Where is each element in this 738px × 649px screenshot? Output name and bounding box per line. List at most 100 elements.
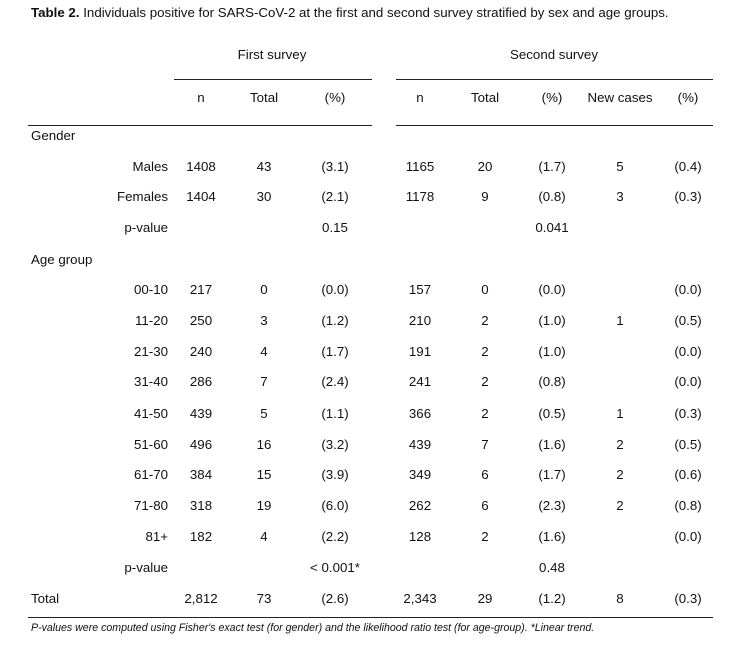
table-label: Table 2. xyxy=(31,5,80,20)
table-cell: (1.1) xyxy=(321,406,349,421)
table-cell: 241 xyxy=(408,374,432,389)
col-header: (%) xyxy=(677,90,699,105)
table-cell: 217 xyxy=(189,282,213,297)
table-cell: (0.3) xyxy=(674,591,702,606)
row-label: p-value xyxy=(124,560,168,575)
table-cell: 1408 xyxy=(186,159,216,174)
table-cell: 2 xyxy=(481,344,489,359)
table-cell: (0.3) xyxy=(674,406,702,421)
table-cell: 0 xyxy=(481,282,489,297)
table-cell: 191 xyxy=(408,344,432,359)
table-cell: 262 xyxy=(408,498,432,513)
table-cell: (1.7) xyxy=(538,159,566,174)
table-cell: (2.2) xyxy=(321,529,349,544)
table-cell: 439 xyxy=(189,406,213,421)
table-cell: 0.15 xyxy=(322,220,348,235)
table-cell: (3.9) xyxy=(321,467,349,482)
table-cell: 7 xyxy=(481,437,489,452)
table-cell: 366 xyxy=(408,406,432,421)
table-cell: (0.4) xyxy=(674,159,702,174)
table-cell: (0.8) xyxy=(538,374,566,389)
table-cell: 5 xyxy=(260,406,268,421)
section-total: Total xyxy=(31,591,60,606)
rule-second-survey xyxy=(396,79,713,80)
table-cell: 318 xyxy=(189,498,213,513)
table-cell: 1165 xyxy=(405,159,435,174)
table-cell: < 0.001* xyxy=(310,560,360,575)
rule-header-bottom-left xyxy=(28,125,372,126)
row-label: 51-60 xyxy=(133,437,168,452)
table-cell: 30 xyxy=(256,189,272,204)
table-cell: (0.0) xyxy=(321,282,349,297)
table-cell: 250 xyxy=(189,313,213,328)
table-cell: (2.3) xyxy=(538,498,566,513)
table-cell: 2 xyxy=(481,374,489,389)
row-label: Males xyxy=(132,159,168,174)
row-label: 71-80 xyxy=(133,498,168,513)
table-caption: Table 2. Individuals positive for SARS-C… xyxy=(31,4,711,21)
table-cell: (0.0) xyxy=(674,374,702,389)
table-cell: (0.0) xyxy=(674,282,702,297)
table-cell: 2 xyxy=(481,529,489,544)
table-cell: (0.6) xyxy=(674,467,702,482)
table-cell: 2 xyxy=(616,498,624,513)
table-cell: 19 xyxy=(256,498,272,513)
row-label: 00-10 xyxy=(133,282,168,297)
table-cell: (0.5) xyxy=(674,437,702,452)
table-cell: 6 xyxy=(481,498,489,513)
table-cell: (1.6) xyxy=(538,437,566,452)
table-cell: 0.041 xyxy=(535,220,569,235)
table-cell: 157 xyxy=(408,282,432,297)
table-cell: 349 xyxy=(408,467,432,482)
table-cell: 29 xyxy=(477,591,493,606)
table-cell: 15 xyxy=(256,467,272,482)
table-cell: (3.2) xyxy=(321,437,349,452)
table-cell: (0.0) xyxy=(674,344,702,359)
table-cell: 2 xyxy=(616,467,624,482)
table-cell: 43 xyxy=(256,159,272,174)
table-cell: (1.7) xyxy=(321,344,349,359)
table-cell: 1404 xyxy=(186,189,216,204)
table-cell: (1.2) xyxy=(321,313,349,328)
table-cell: (0.0) xyxy=(538,282,566,297)
table-title: Individuals positive for SARS-CoV-2 at t… xyxy=(79,5,669,20)
table-cell: 5 xyxy=(616,159,624,174)
table-cell: 3 xyxy=(260,313,268,328)
row-label: 31-40 xyxy=(133,374,168,389)
table-cell: 384 xyxy=(189,467,213,482)
table-cell: (6.0) xyxy=(321,498,349,513)
table-cell: 2 xyxy=(616,437,624,452)
table-cell: 1178 xyxy=(405,189,435,204)
table-cell: 2,343 xyxy=(403,591,437,606)
table-cell: 4 xyxy=(260,529,268,544)
table-cell: (1.0) xyxy=(538,344,566,359)
table-cell: 20 xyxy=(477,159,493,174)
table-cell: (0.0) xyxy=(674,529,702,544)
table-cell: (2.1) xyxy=(321,189,349,204)
table-cell: 6 xyxy=(481,467,489,482)
table-cell: 128 xyxy=(408,529,432,544)
table-cell: (3.1) xyxy=(321,159,349,174)
col-header: n xyxy=(197,90,205,105)
table-cell: 8 xyxy=(616,591,624,606)
table-cell: 16 xyxy=(256,437,272,452)
table-cell: (0.5) xyxy=(674,313,702,328)
table-cell: (2.6) xyxy=(321,591,349,606)
row-label: 61-70 xyxy=(133,467,168,482)
table-cell: 2,812 xyxy=(184,591,218,606)
header-first-survey: First survey xyxy=(237,47,307,62)
table-cell: 496 xyxy=(189,437,213,452)
col-header: New cases xyxy=(587,90,653,105)
col-header: (%) xyxy=(541,90,563,105)
table-cell: 4 xyxy=(260,344,268,359)
table-cell: 0 xyxy=(260,282,268,297)
table-cell: 2 xyxy=(481,406,489,421)
row-label: 21-30 xyxy=(133,344,168,359)
table-cell: (1.6) xyxy=(538,529,566,544)
row-label: 11-20 xyxy=(134,313,168,328)
table-cell: (0.8) xyxy=(538,189,566,204)
rule-table-bottom xyxy=(28,617,713,618)
table-cell: 182 xyxy=(189,529,213,544)
table-cell: (1.2) xyxy=(538,591,566,606)
table-footnote: P-values were computed using Fisher's ex… xyxy=(31,622,595,634)
